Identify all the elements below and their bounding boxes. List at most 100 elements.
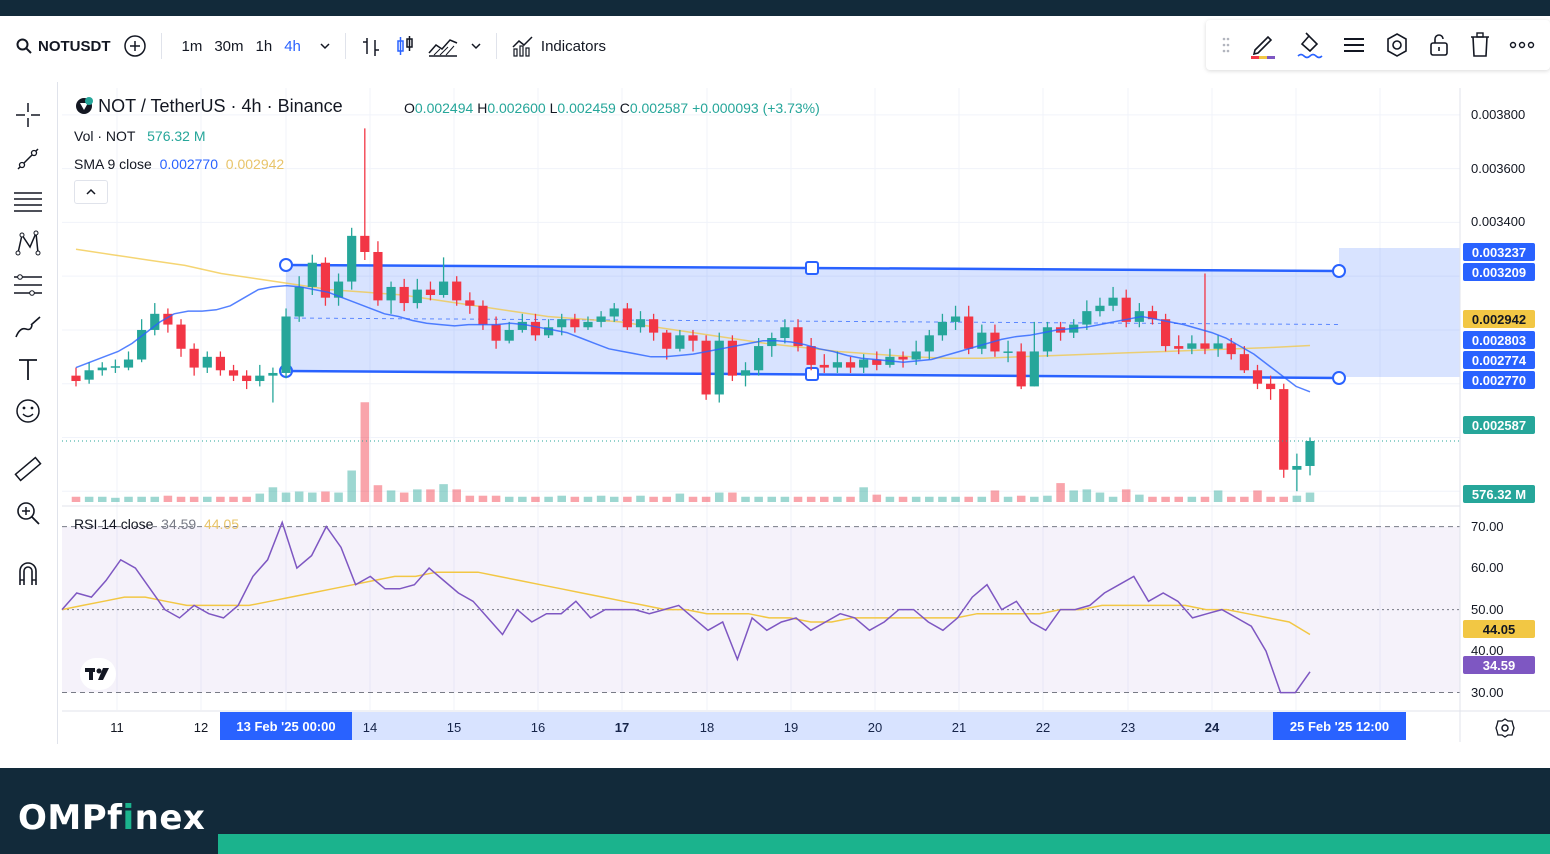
compare-button[interactable] xyxy=(117,24,153,68)
collapse-legend-button[interactable] xyxy=(74,180,108,204)
main-legend: NOT / TetherUS · 4h · Binance xyxy=(74,96,343,117)
price-tick-label: 0.003600 xyxy=(1471,160,1526,176)
price-tag: 0.002770 xyxy=(1463,371,1535,389)
sma-legend: SMA 9 close 0.002770 0.002942 xyxy=(74,156,284,172)
time-tick-label: 20 xyxy=(867,720,883,735)
rsi-value-2: 44.05 xyxy=(203,516,240,532)
crosshair-icon xyxy=(16,103,40,127)
candles-style-button[interactable] xyxy=(388,24,422,68)
price-tag: 0.002774 xyxy=(1463,351,1535,369)
fib-lines-icon xyxy=(14,192,42,212)
price-tag: 576.32 M xyxy=(1463,485,1535,503)
time-tick-label: 24 xyxy=(1204,720,1220,735)
top-band xyxy=(0,0,1550,16)
volume-legend: Vol · NOT 576.32 M xyxy=(74,128,206,144)
high-label: H xyxy=(477,100,488,116)
trendline-tool[interactable] xyxy=(11,142,45,176)
volume-value: 576.32 M xyxy=(147,128,206,144)
indicators-icon xyxy=(512,36,533,57)
time-tick-label: 14 xyxy=(362,720,378,735)
symbol-search[interactable]: NOTUSDT xyxy=(10,24,117,68)
brush-tool[interactable] xyxy=(11,310,45,344)
sma-label: SMA 9 close xyxy=(74,156,152,172)
magnet-tool[interactable] xyxy=(11,556,45,590)
zoom-tool[interactable] xyxy=(11,496,45,530)
chart-app xyxy=(0,16,1550,768)
indicators-label: Indicators xyxy=(540,37,606,55)
open-label: O xyxy=(404,100,415,116)
indicators-button[interactable]: Indicators xyxy=(505,24,612,68)
close-value: 0.002587 xyxy=(629,100,689,116)
pencil-color-icon[interactable] xyxy=(1249,30,1277,60)
close-label: C xyxy=(619,100,630,116)
tv-logo-icon xyxy=(85,668,109,680)
timeframe-30m[interactable]: 30m xyxy=(214,37,244,55)
drawing-style-toolbar xyxy=(1206,20,1550,70)
unlock-icon[interactable] xyxy=(1428,32,1450,58)
pair-title: NOT / TetherUS · 4h · Binance xyxy=(98,96,343,116)
ruler-icon xyxy=(14,456,42,482)
timeframe-dropdown[interactable] xyxy=(313,24,337,68)
pattern-tool[interactable] xyxy=(11,226,45,260)
drag-handle-icon[interactable] xyxy=(1221,35,1231,55)
crosshair-tool[interactable] xyxy=(11,98,45,132)
sma-value-1: 0.002770 xyxy=(159,156,219,172)
time-tick-label: 12 xyxy=(193,720,209,735)
rsi-tick-label: 40.00 xyxy=(1471,643,1504,659)
time-range-highlight xyxy=(286,712,1339,740)
area-style-button[interactable] xyxy=(422,24,464,68)
chart-type-dropdown[interactable] xyxy=(464,24,488,68)
price-tag: 0.003209 xyxy=(1463,263,1535,281)
trendline-icon xyxy=(17,148,39,170)
time-tick-label: 23 xyxy=(1120,720,1136,735)
timeframe-1m[interactable]: 1m xyxy=(181,37,203,55)
measure-tool[interactable] xyxy=(11,452,45,486)
brand-part: i xyxy=(122,798,135,838)
top-toolbar: NOTUSDT 1m 30m 1h 4h Indicators xyxy=(0,24,1550,68)
text-tool[interactable] xyxy=(11,352,45,386)
area-chart-icon xyxy=(428,39,458,57)
ohlc-legend: O0.002494 H0.002600 L0.002459 C0.002587 … xyxy=(404,100,820,116)
price-tag: 0.002587 xyxy=(1463,416,1535,434)
high-value: 0.002600 xyxy=(487,100,546,116)
volume-label: Vol · NOT xyxy=(74,128,136,144)
chevron-down-icon xyxy=(320,43,330,50)
rsi-tag: 44.05 xyxy=(1463,620,1535,638)
symbol-name: NOTUSDT xyxy=(38,37,111,55)
time-range-start-tag: 13 Feb '25 00:00 xyxy=(220,712,352,740)
low-label: L xyxy=(549,100,558,116)
price-tick-label: 0.003800 xyxy=(1471,106,1526,122)
horizontal-lines-tool[interactable] xyxy=(11,184,45,218)
chevron-down-icon xyxy=(471,43,481,50)
brand-part: OMP xyxy=(18,798,108,838)
time-tick-label: 19 xyxy=(783,720,799,735)
axis-settings-button[interactable] xyxy=(1495,718,1515,743)
gear-icon xyxy=(1495,718,1515,738)
candles-icon xyxy=(397,36,413,55)
tradingview-logo xyxy=(80,658,116,690)
price-tag: 0.002942 xyxy=(1463,310,1535,328)
smiley-icon xyxy=(16,399,40,423)
time-tick-label: 22 xyxy=(1035,720,1051,735)
time-tick-label: 21 xyxy=(951,720,967,735)
settings-icon[interactable] xyxy=(1384,32,1410,58)
brand-footer: OMPfinex xyxy=(0,768,1550,854)
emoji-tool[interactable] xyxy=(11,394,45,428)
line-style-icon[interactable] xyxy=(1342,35,1366,55)
rsi-tick-label: 50.00 xyxy=(1471,601,1504,617)
forecast-tool[interactable] xyxy=(11,268,45,302)
timeframe-group: 1m 30m 1h 4h xyxy=(170,24,313,68)
rsi-legend: RSI 14 close 34.59 44.05 xyxy=(74,516,239,532)
coin-logo-icon xyxy=(76,97,93,114)
position-icon xyxy=(14,274,42,296)
time-tick-label: 17 xyxy=(614,720,630,735)
bars-style-button[interactable] xyxy=(354,24,388,68)
timeframe-4h[interactable]: 4h xyxy=(284,37,301,55)
search-icon xyxy=(16,38,32,54)
more-icon[interactable] xyxy=(1509,40,1535,50)
zoom-in-icon xyxy=(17,502,40,525)
timeframe-1h[interactable]: 1h xyxy=(255,37,273,55)
plus-circle-icon xyxy=(123,35,146,57)
trash-icon[interactable] xyxy=(1469,32,1491,58)
fill-bucket-icon[interactable] xyxy=(1296,30,1324,60)
